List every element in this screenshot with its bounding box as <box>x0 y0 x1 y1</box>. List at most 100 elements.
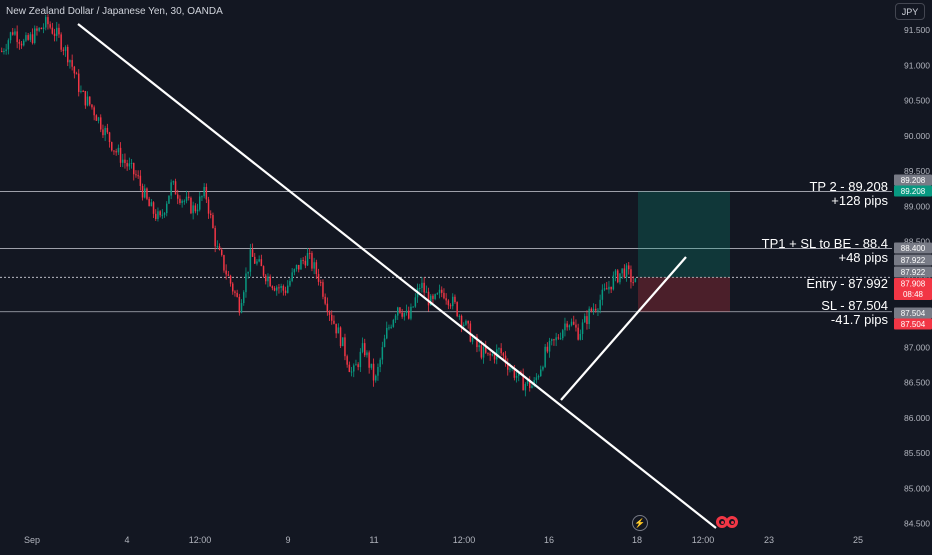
chart-area[interactable] <box>0 0 892 530</box>
candle-body <box>168 195 170 204</box>
profit-zone <box>638 191 730 278</box>
price-tick-label: 85.500 <box>904 448 930 458</box>
candle-body <box>531 385 533 389</box>
candle-body <box>20 43 23 46</box>
candle-body <box>421 282 423 289</box>
candle-body <box>47 17 49 25</box>
candle-body <box>482 346 485 358</box>
candle-body <box>254 256 256 264</box>
candle-body <box>621 268 623 274</box>
event-marker-icon[interactable] <box>726 516 738 528</box>
candle-body <box>465 320 467 325</box>
candle-body <box>104 127 106 136</box>
candle-body <box>58 27 60 35</box>
price-tag <box>894 307 932 319</box>
candle-body <box>515 375 518 378</box>
candle-body <box>493 354 496 360</box>
candle-body <box>1 51 3 53</box>
candle-body <box>348 364 351 372</box>
candle-body <box>133 163 135 175</box>
candle-body <box>524 383 527 391</box>
flash-icon[interactable]: ⚡ <box>632 515 648 531</box>
candle-body <box>56 27 58 36</box>
candle-body <box>194 205 197 212</box>
price-chart[interactable] <box>0 0 892 530</box>
candle-body <box>97 117 100 121</box>
candle-body <box>150 202 153 207</box>
candle-body <box>163 213 166 215</box>
price-tag <box>894 278 932 300</box>
candle-body <box>82 90 84 92</box>
candle-body <box>271 286 274 289</box>
candle-body <box>436 293 439 295</box>
time-tick-label: 23 <box>764 535 774 545</box>
candle-body <box>212 215 214 229</box>
candle-body <box>441 289 443 293</box>
candle-body <box>276 287 278 291</box>
candle-body <box>62 49 65 51</box>
candle-body <box>491 354 494 356</box>
entry-annotation: Entry - 87.992 <box>806 277 888 291</box>
candle-body <box>280 286 282 288</box>
candle-body <box>86 96 89 106</box>
candle-body <box>597 309 599 311</box>
candle-body <box>251 249 254 257</box>
candle-body <box>115 151 117 153</box>
candle-body <box>403 313 406 317</box>
price-tick-label: 87.000 <box>904 342 930 352</box>
candle-body <box>78 73 80 92</box>
time-axis[interactable]: Sep 4 12:00 9 11 12:00 16 18 12:00 23 25 <box>0 530 892 550</box>
candle-body <box>322 282 324 297</box>
price-tag-label: 87.504 <box>901 309 926 318</box>
candle-body <box>91 104 93 108</box>
candle-body <box>155 213 157 220</box>
candle-body <box>245 273 247 293</box>
candle-body <box>185 196 188 201</box>
candle-body <box>7 40 10 50</box>
candle-body <box>243 292 245 304</box>
candle-body <box>172 181 175 183</box>
candle-body <box>471 337 474 342</box>
price-axis[interactable]: 91.500 91.000 90.500 90.000 89.500 89.000 88.5… <box>892 0 932 530</box>
price-tag-label: 88.400 <box>901 244 926 253</box>
candle-body <box>42 27 45 30</box>
candle-body <box>438 289 441 294</box>
candle-body <box>126 163 128 167</box>
event-marker-icon[interactable] <box>716 516 728 528</box>
candle-body <box>287 285 289 293</box>
candle-body <box>614 270 617 276</box>
candle-body <box>331 314 333 321</box>
candle-body <box>9 32 12 41</box>
candle-body <box>278 287 280 289</box>
candle-body <box>135 174 137 176</box>
candle-body <box>122 159 124 163</box>
candle-body <box>113 150 115 152</box>
candle-body <box>353 365 355 372</box>
candle-body <box>84 91 87 106</box>
time-axis-scale[interactable]: Sep 4 12:00 9 11 12:00 16 18 12:00 23 25 <box>0 530 892 550</box>
candle-body <box>265 275 267 282</box>
price-tick-label: 91.000 <box>904 60 930 70</box>
candle-body <box>513 368 516 378</box>
candle-body <box>148 198 150 207</box>
candle-body <box>359 351 362 368</box>
candle-body <box>419 288 421 290</box>
candle-body <box>73 66 76 74</box>
candle-body <box>225 270 227 275</box>
entry-label: Entry - 87.992 <box>806 276 888 291</box>
candle-body <box>38 27 40 31</box>
price-tag <box>894 242 932 254</box>
currency-button[interactable]: JPY <box>895 3 925 20</box>
candle-body <box>190 197 192 214</box>
candle-body <box>434 294 436 299</box>
candle-body <box>581 322 584 334</box>
candle-body <box>408 310 410 319</box>
candle-body <box>634 278 637 283</box>
candle-body <box>430 295 432 306</box>
candle-body <box>410 306 412 319</box>
candle-body <box>553 339 555 341</box>
price-axis-scale[interactable]: 91.500 91.000 90.500 90.000 89.500 89.000 88.5… <box>892 0 932 530</box>
candle-body <box>575 324 577 328</box>
candle-body <box>588 308 590 325</box>
candle-body <box>29 34 32 40</box>
